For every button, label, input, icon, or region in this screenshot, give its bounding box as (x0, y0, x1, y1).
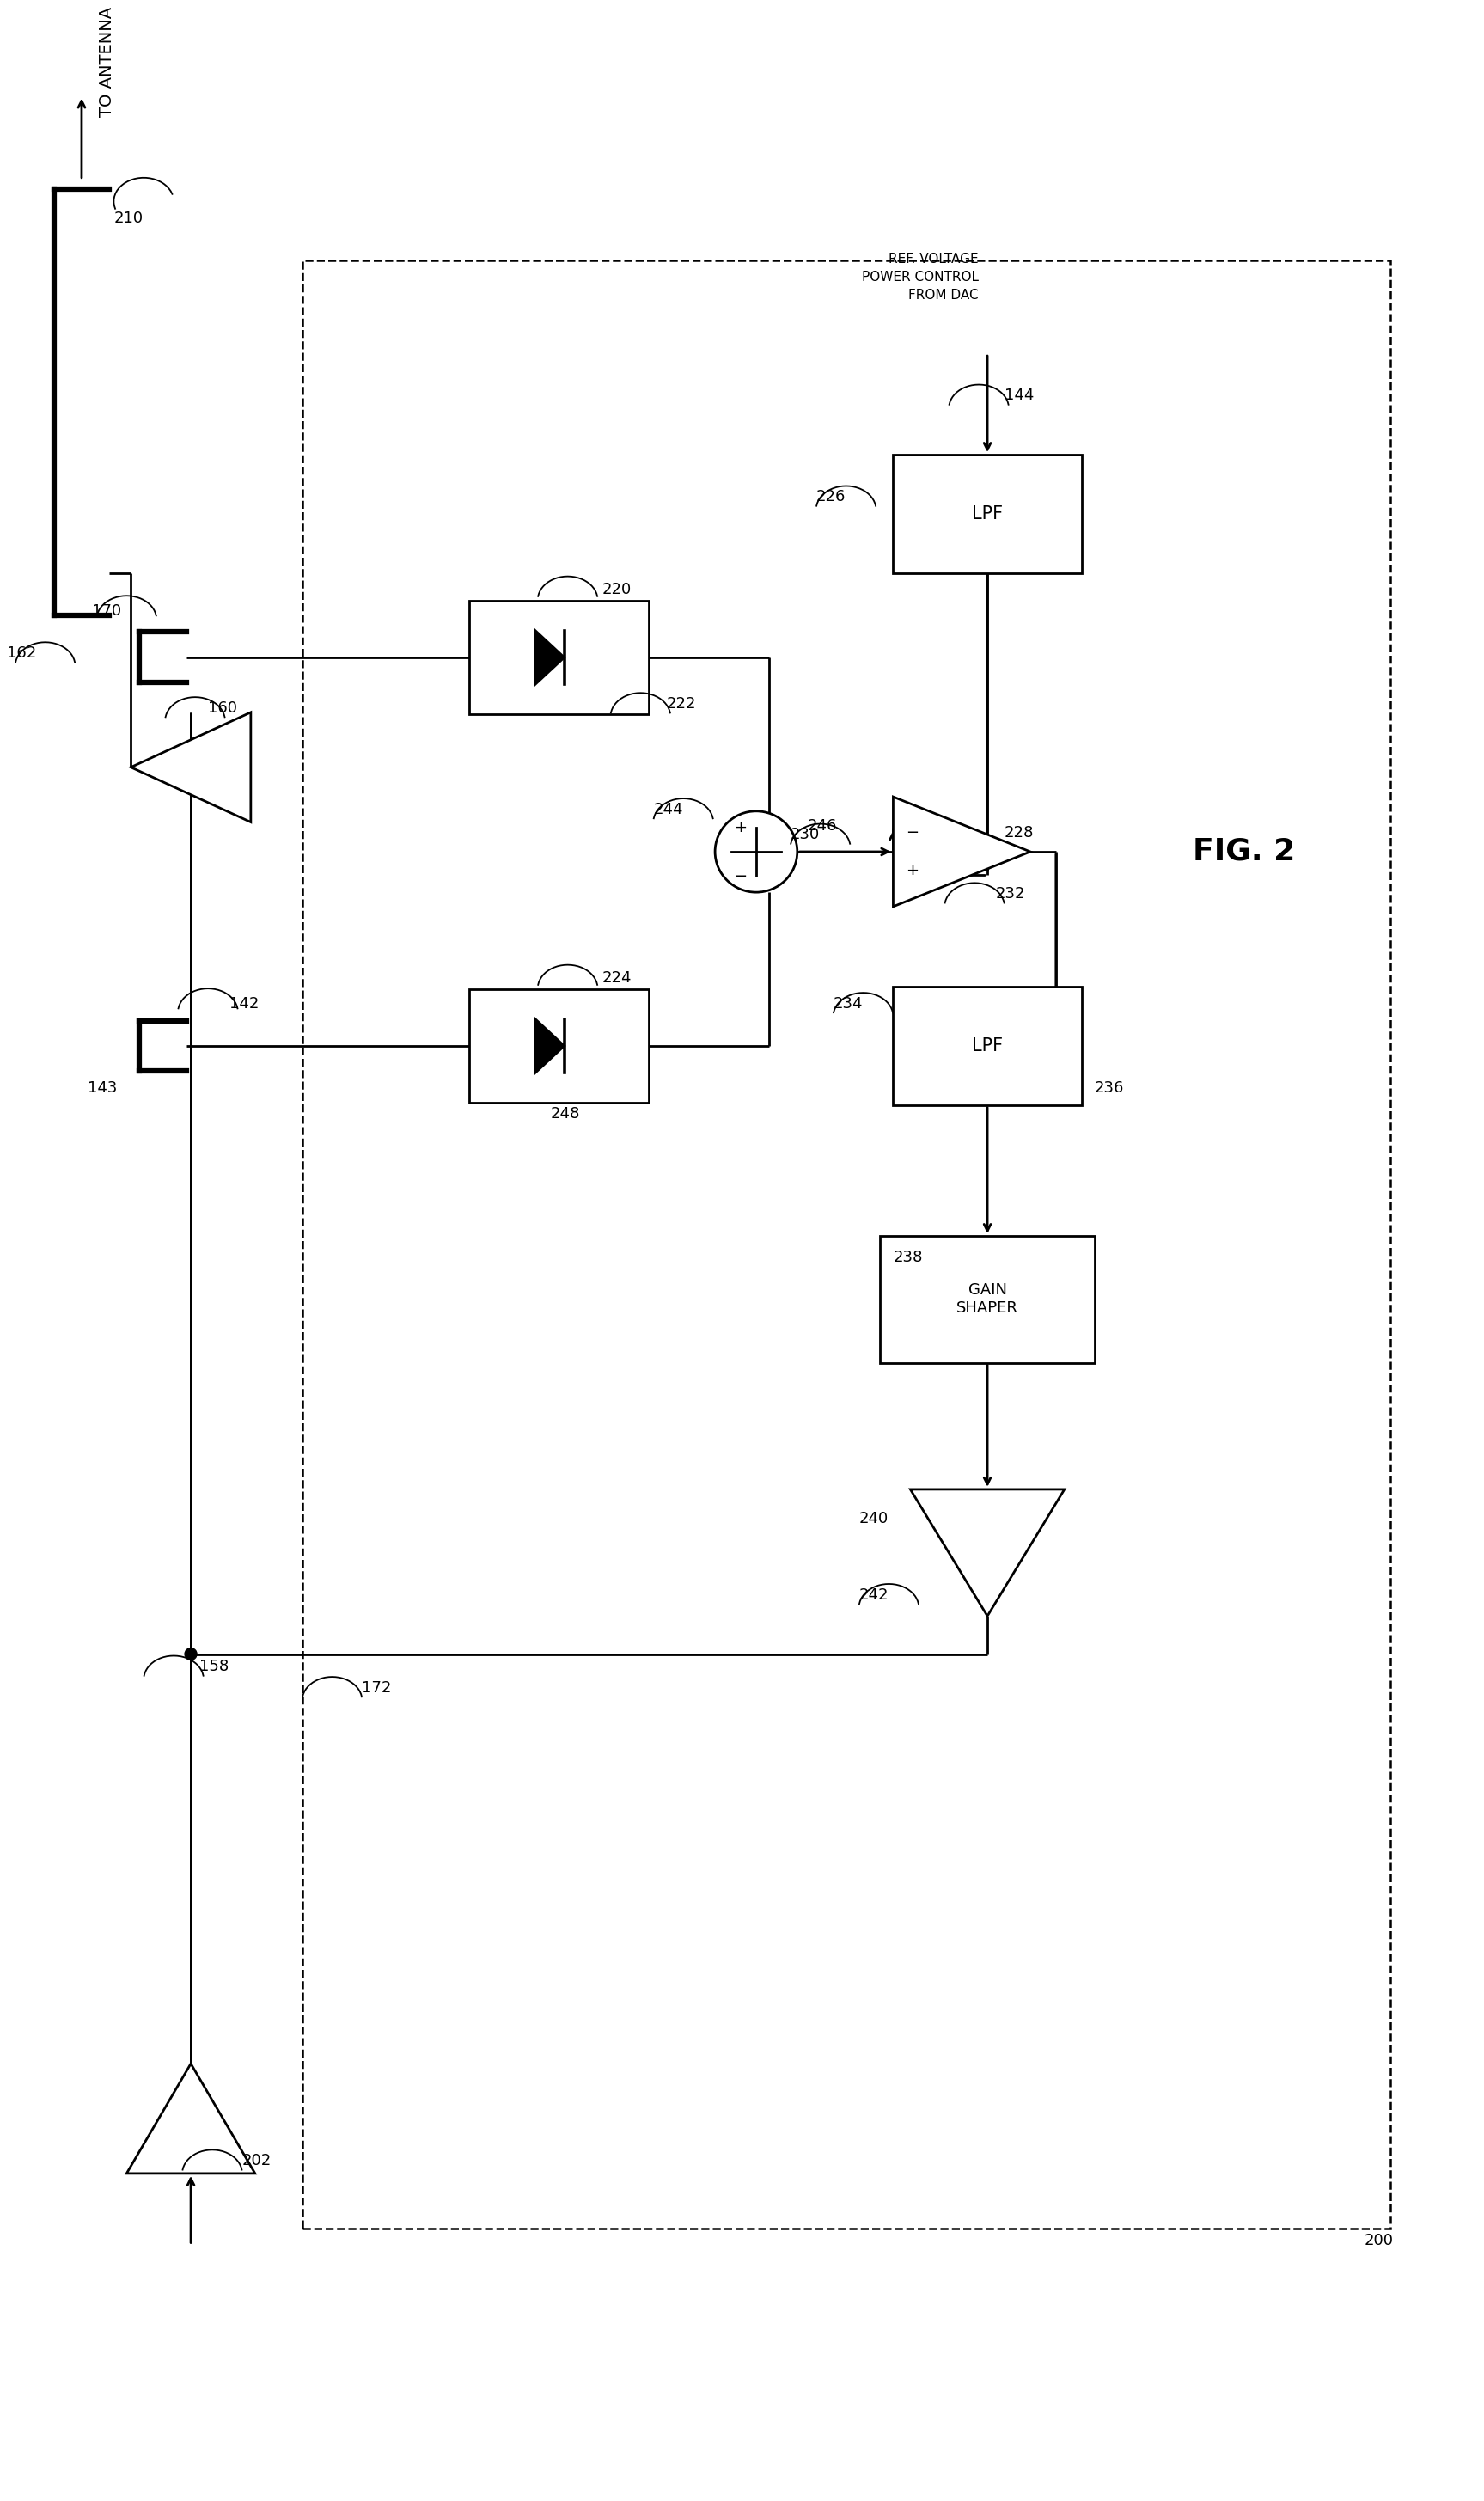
Text: 236: 236 (1095, 1080, 1123, 1095)
Text: LPF: LPF (972, 1038, 1003, 1055)
Text: REF. VOLTAGE
POWER CONTROL
FROM DAC: REF. VOLTAGE POWER CONTROL FROM DAC (862, 253, 979, 303)
Text: LPF: LPF (972, 505, 1003, 523)
Text: 238: 238 (893, 1250, 923, 1266)
Text: 202: 202 (242, 2153, 272, 2168)
Bar (893, 988, 1082, 1105)
Text: 142: 142 (230, 995, 258, 1010)
Circle shape (715, 810, 797, 893)
Text: TO ANTENNA: TO ANTENNA (99, 8, 116, 118)
Bar (469, 988, 649, 1103)
Polygon shape (893, 798, 1030, 905)
Polygon shape (126, 2063, 255, 2173)
Bar (880, 1235, 1095, 1363)
Text: 162: 162 (6, 645, 36, 660)
Text: FIG. 2: FIG. 2 (1193, 838, 1296, 865)
Text: 242: 242 (859, 1588, 889, 1603)
Text: 248: 248 (551, 1105, 580, 1120)
Text: 226: 226 (816, 490, 846, 505)
Text: 246: 246 (807, 818, 837, 835)
Text: 143: 143 (88, 1080, 117, 1095)
Text: 240: 240 (859, 1511, 889, 1526)
Text: 210: 210 (114, 210, 142, 225)
Polygon shape (536, 1018, 564, 1073)
Text: 144: 144 (1005, 388, 1034, 403)
Polygon shape (536, 630, 564, 685)
Bar (893, 455, 1082, 573)
Text: +: + (735, 820, 746, 835)
Text: 230: 230 (791, 828, 819, 843)
Bar (469, 600, 649, 715)
Text: +: + (905, 863, 919, 878)
Text: 200: 200 (1364, 2233, 1393, 2248)
Text: 244: 244 (653, 803, 683, 818)
Text: −: − (905, 825, 919, 840)
Text: 232: 232 (996, 885, 1025, 903)
Text: −: − (735, 870, 748, 885)
Text: 158: 158 (199, 1658, 229, 1676)
Text: 170: 170 (92, 603, 122, 618)
Text: 160: 160 (208, 700, 237, 715)
Bar (303, 260, 1391, 2228)
Text: 234: 234 (833, 995, 862, 1010)
Text: GAIN
SHAPER: GAIN SHAPER (957, 1283, 1018, 1316)
Polygon shape (910, 1491, 1064, 1616)
Polygon shape (131, 713, 251, 823)
Text: 220: 220 (603, 583, 631, 598)
Text: 228: 228 (1005, 825, 1034, 840)
Circle shape (186, 1648, 197, 1661)
Text: 222: 222 (666, 695, 696, 713)
Text: 224: 224 (603, 970, 632, 985)
Text: 172: 172 (362, 1681, 392, 1696)
